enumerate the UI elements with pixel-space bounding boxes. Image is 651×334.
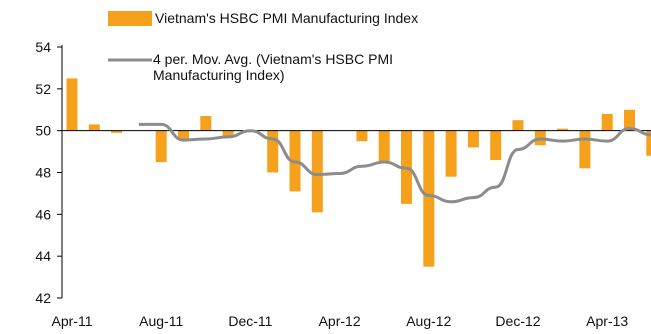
y-tick-label-44: 44: [35, 248, 51, 264]
bar-Mar-13: [579, 131, 590, 169]
x-tick-label-Dec-12: Dec-12: [495, 313, 540, 329]
line-layer: [139, 124, 651, 201]
bar-Jun-12: [379, 131, 390, 162]
x-tick-label-Apr-12: Apr-12: [319, 313, 361, 329]
x-tick-label-Dec-11: Dec-11: [228, 313, 272, 329]
x-tick-label-Apr-11: Apr-11: [52, 313, 93, 329]
bars-layer: [67, 78, 651, 266]
y-tick-label-52: 52: [35, 81, 51, 97]
legend: Vietnam's HSBC PMI Manufacturing Index 4…: [108, 10, 418, 83]
x-tick-label-Apr-13: Apr-13: [586, 313, 628, 329]
moving-average-line: [139, 124, 651, 201]
bar-Aug-12: [423, 131, 434, 267]
bar-May-12: [356, 131, 367, 142]
bar-May-11: [89, 124, 100, 130]
x-tick-label-Aug-12: Aug-12: [406, 313, 451, 329]
bar-Nov-12: [490, 131, 501, 160]
y-tick-label-48: 48: [35, 165, 51, 181]
bar-Dec-12: [513, 120, 524, 131]
axis-layer: 42 44 46 48 50 52 54 Apr-11 Aug-11 Dec-11 Apr-12 Au…: [35, 39, 651, 329]
legend-label-line-part-2: Manufacturing Index): [153, 67, 285, 83]
bar-Apr-11: [67, 78, 78, 130]
bar-Oct-12: [468, 131, 479, 148]
y-tick-label-50: 50: [35, 123, 51, 139]
legend-label-line: 4 per. Mov. Avg. (Vietnam's HSBC PMI Man…: [153, 51, 397, 83]
bar-Apr-13: [602, 114, 613, 131]
legend-swatch-bar: [108, 11, 152, 26]
bar-Aug-11: [156, 131, 167, 162]
legend-label-line-part-1: 4 per. Mov. Avg. (Vietnam's HSBC PMI: [153, 51, 393, 67]
bar-Mar-12: [312, 131, 323, 213]
y-tick-label-54: 54: [35, 39, 51, 55]
y-tick-label-42: 42: [35, 290, 51, 306]
y-tick-label-46: 46: [35, 206, 51, 222]
bar-Oct-11: [200, 116, 211, 131]
bar-Sep-12: [446, 131, 457, 177]
legend-label-bar: Vietnam's HSBC PMI Manufacturing Index: [155, 10, 418, 26]
x-tick-label-Aug-11: Aug-11: [139, 313, 183, 329]
